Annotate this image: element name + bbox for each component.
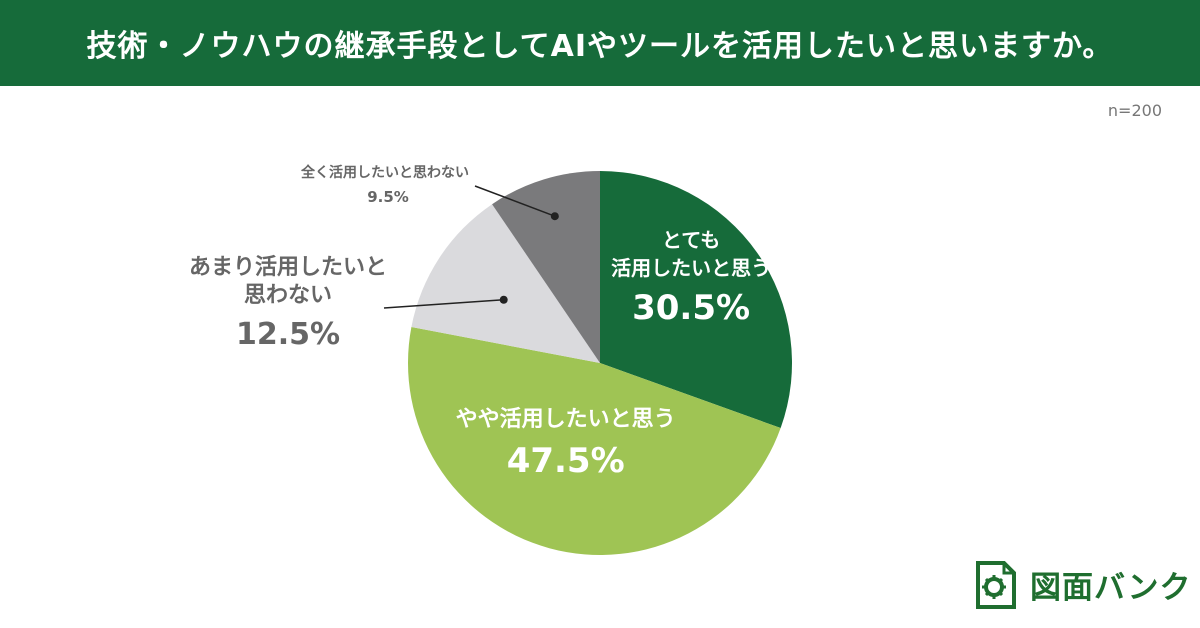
- sample-size: n=200: [1107, 101, 1162, 120]
- label-slice-0-line-1: 活用したいと思う: [611, 256, 771, 280]
- value-slice-0: 30.5%: [632, 288, 750, 328]
- brand-name: 図面バンク: [1030, 569, 1192, 606]
- label-slice-3-line-0: 全く活用したいと思わない: [300, 164, 469, 181]
- pie-slice-2: [411, 204, 600, 363]
- label-slice-0-line-0: とても: [662, 228, 720, 252]
- pie-slice-1: [408, 327, 781, 555]
- label-slice-1-line-0: やや活用したいと思う: [456, 407, 676, 432]
- slice-3-leader-dot: [550, 212, 559, 221]
- slice-2-leader-dot: [499, 295, 508, 304]
- value-slice-1: 47.5%: [507, 441, 625, 481]
- label-slice-2-line-0: あまり活用したいと: [189, 255, 387, 280]
- gear-document-icon: [976, 561, 1016, 609]
- slice-2-leader-line: [383, 299, 504, 309]
- chart-title: 技術・ノウハウの継承手段としてAIやツールを活用したいと思いますか。: [0, 0, 1200, 86]
- label-slice-2-line-1: 思わない: [244, 283, 332, 308]
- pie-slice-0: [600, 171, 792, 429]
- slice-3-leader-line: [474, 185, 556, 217]
- pie-slice-3: [492, 171, 600, 363]
- value-slice-2: 12.5%: [236, 317, 340, 352]
- brand-logo: 図面バンク: [974, 556, 1192, 612]
- value-slice-3: 9.5%: [367, 188, 409, 206]
